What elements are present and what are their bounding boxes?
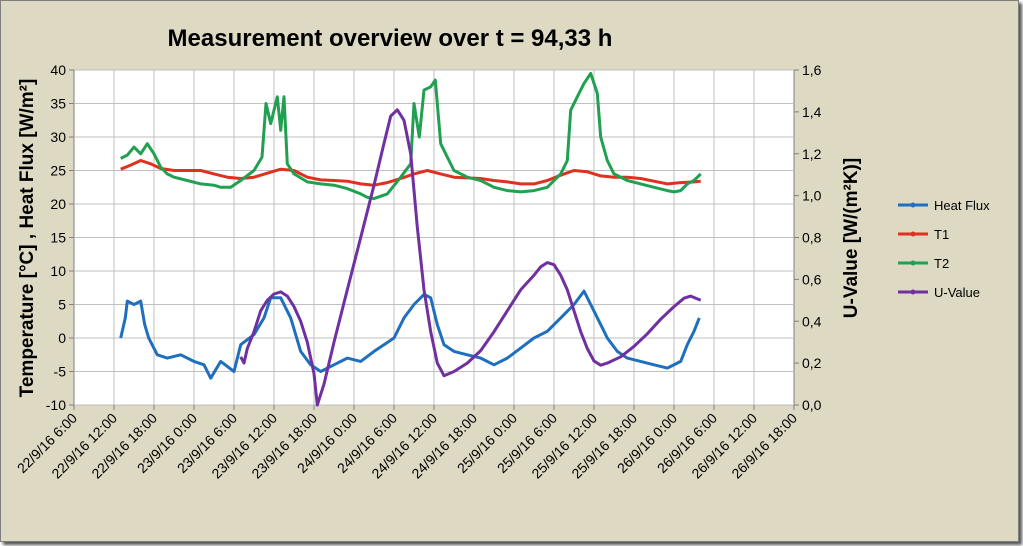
series-line-heat-flux [119,289,701,380]
y-axis-label: Temperature [°C] , Heat Flux [W/m²] [17,79,38,398]
y-tick-label: 25 [50,163,66,179]
y-tick-label: 5 [58,297,66,313]
legend-label-u-value: U-Value [934,285,980,300]
y2-tick-label: 0,0 [802,397,822,413]
y-tick-label: -5 [54,364,67,380]
y2-tick-label: 1,2 [802,146,822,162]
legend-marker-u-value [910,289,916,295]
series-line-t1 [120,159,701,187]
legend-marker-t1 [910,231,916,237]
y2-tick-label: 0,4 [802,313,822,329]
y2-axis-label: U-Value [W/(m²K)] [841,158,862,318]
y2-tick-label: 0,2 [802,355,822,371]
gridlines [74,69,794,406]
y-tick-label: 0 [58,330,66,346]
series-line-u-value [239,108,702,407]
y2-tick-label: 1,4 [802,104,822,120]
y2-tick-label: 0,6 [802,271,822,287]
y-tick-label: 20 [50,196,66,212]
y-axis-ticks: -10 -5 0 5 10 15 20 25 30 35 40 [46,62,74,413]
y-tick-label: 10 [50,263,66,279]
series-layer [119,71,702,407]
legend-label-t1: T1 [934,227,949,242]
chart-title: Measurement overview over t = 94,33 h [168,25,613,52]
series-line-t2 [120,71,702,201]
y2-axis-ticks: 0,0 0,2 0,4 0,6 0,8 1,0 1,2 1,4 1,6 [794,62,822,413]
legend-label-t2: T2 [934,256,949,271]
legend-label-heat-flux: Heat Flux [934,198,990,213]
y-tick-label: 15 [50,230,66,246]
y-tick-label: 40 [50,62,66,78]
y-tick-label: 30 [50,129,66,145]
y2-tick-label: 1,6 [802,62,822,78]
y2-tick-label: 0,8 [802,230,822,246]
y-tick-label: -10 [46,397,66,413]
legend-marker-t2 [910,260,916,266]
legend: Heat Flux T1 T2 U-Value [898,198,990,300]
y-tick-label: 35 [50,96,66,112]
y2-tick-label: 1,0 [802,188,822,204]
legend-marker-heat-flux [910,202,916,208]
